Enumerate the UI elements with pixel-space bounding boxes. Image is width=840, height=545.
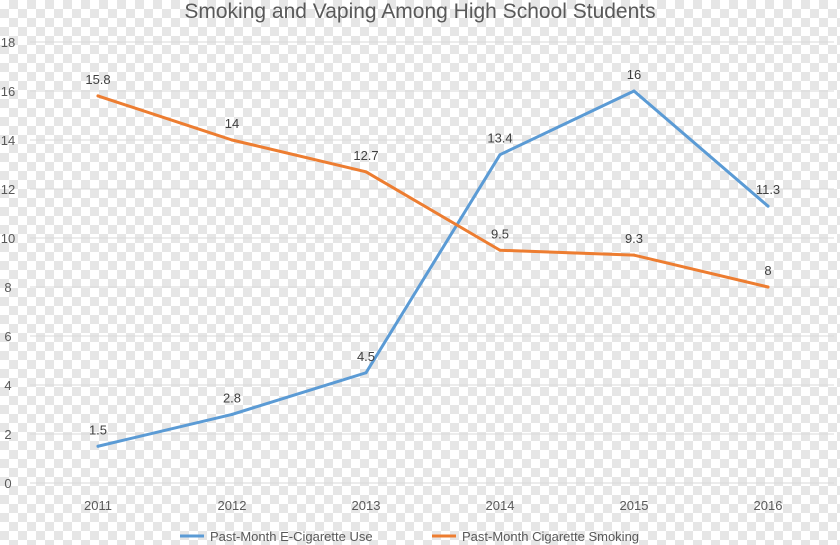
data-label: 4.5 bbox=[357, 349, 375, 364]
y-tick-label: 0 bbox=[4, 476, 11, 491]
legend-entry: Past-Month E-Cigarette Use bbox=[210, 529, 373, 544]
series-line-0 bbox=[96, 89, 770, 448]
data-label: 9.5 bbox=[491, 226, 509, 241]
data-label: 11.3 bbox=[756, 182, 780, 197]
series-group bbox=[96, 89, 770, 448]
data-label: 15.8 bbox=[85, 72, 110, 87]
y-tick-label: 6 bbox=[4, 329, 11, 344]
y-tick-label: 2 bbox=[4, 427, 11, 442]
data-label: 8 bbox=[764, 263, 771, 278]
x-tick-label: 2015 bbox=[620, 498, 649, 513]
data-label: 14 bbox=[225, 116, 239, 131]
data-point bbox=[364, 170, 368, 174]
data-label: 1.5 bbox=[89, 422, 107, 437]
y-tick-label: 8 bbox=[4, 280, 11, 295]
data-point bbox=[766, 285, 770, 289]
legend: Past-Month E-Cigarette Use Past-Month Cig… bbox=[180, 529, 639, 544]
data-label: 16 bbox=[627, 67, 641, 82]
data-labels: 1.5 2.8 4.5 13.4 16 11.3 15.8 14 12.7 9.5 9.3 8 bbox=[85, 67, 780, 437]
series-line-1 bbox=[96, 94, 770, 289]
data-point bbox=[498, 248, 502, 252]
y-tick-label: 10 bbox=[1, 231, 15, 246]
y-tick-label: 4 bbox=[4, 378, 11, 393]
data-label: 13.4 bbox=[487, 131, 512, 146]
gridlines bbox=[30, 41, 834, 484]
x-tick-label: 2016 bbox=[754, 498, 783, 513]
y-tick-label: 16 bbox=[1, 84, 15, 99]
data-point bbox=[230, 138, 234, 142]
data-label: 9.3 bbox=[625, 231, 643, 246]
data-point bbox=[364, 371, 368, 375]
x-tick-label: 2014 bbox=[486, 498, 515, 513]
data-point bbox=[498, 153, 502, 157]
data-point bbox=[632, 89, 636, 93]
chart-title: Smoking and Vaping Among High School Stu… bbox=[184, 0, 655, 23]
data-point bbox=[230, 412, 234, 416]
data-label: 2.8 bbox=[223, 390, 241, 405]
data-label: 12.7 bbox=[353, 148, 378, 163]
data-point bbox=[632, 253, 636, 257]
data-point bbox=[96, 444, 100, 448]
x-tick-label: 2013 bbox=[352, 498, 381, 513]
legend-entry: Past-Month Cigarette Smoking bbox=[462, 529, 639, 544]
y-axis: 0 2 4 6 8 10 12 14 16 18 bbox=[1, 35, 15, 491]
x-tick-label: 2012 bbox=[218, 498, 247, 513]
y-tick-label: 18 bbox=[1, 35, 15, 50]
data-point bbox=[766, 204, 770, 208]
x-axis: 2011 2012 2013 2014 2015 2016 bbox=[84, 498, 782, 513]
x-tick-label: 2011 bbox=[84, 498, 112, 513]
y-tick-label: 14 bbox=[1, 133, 15, 148]
data-point bbox=[96, 94, 100, 98]
y-tick-label: 12 bbox=[1, 182, 15, 197]
